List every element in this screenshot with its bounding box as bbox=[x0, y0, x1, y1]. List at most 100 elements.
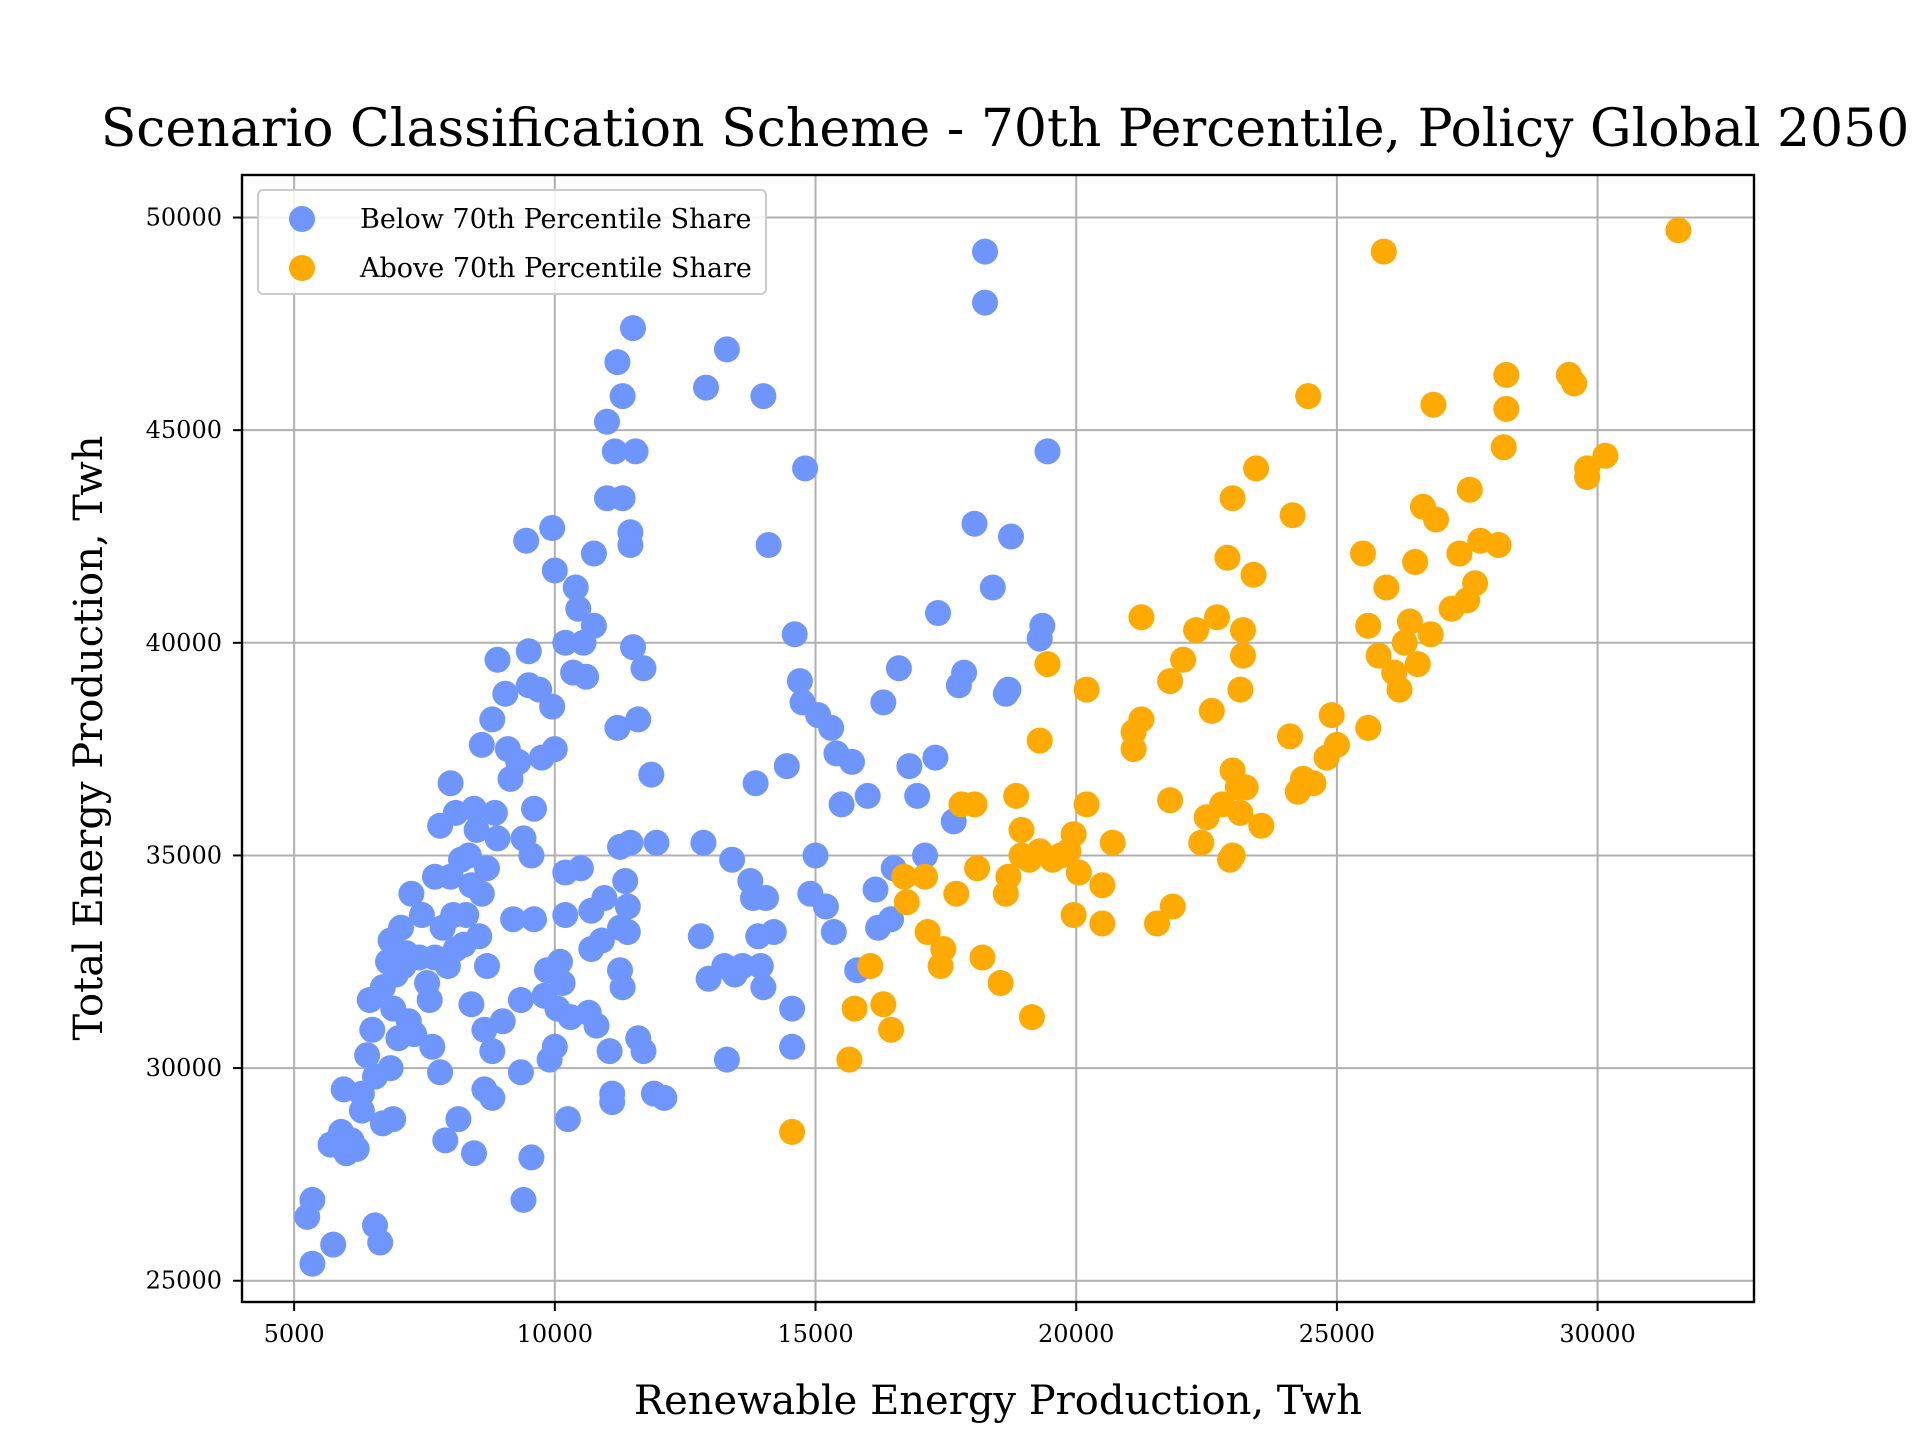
scatter-point bbox=[463, 816, 490, 843]
scatter-point bbox=[719, 846, 746, 873]
scatter-point bbox=[818, 714, 845, 741]
scatter-point bbox=[518, 842, 545, 869]
scatter-point bbox=[554, 1106, 581, 1133]
scatter-point bbox=[539, 693, 566, 720]
scatter-point bbox=[445, 1106, 472, 1133]
scatter-point bbox=[1159, 893, 1186, 920]
scatter-point bbox=[995, 676, 1022, 703]
scatter-point bbox=[1493, 361, 1520, 388]
scatter-point bbox=[630, 1038, 657, 1065]
scatter-point bbox=[812, 893, 839, 920]
scatter-point bbox=[930, 936, 957, 962]
scatter-point bbox=[998, 523, 1024, 550]
x-tick-label: 20000 bbox=[1038, 1320, 1114, 1348]
scatter-point bbox=[729, 953, 756, 979]
scatter-point bbox=[609, 383, 636, 410]
scatter-point bbox=[604, 349, 631, 376]
legend-marker-above bbox=[289, 255, 315, 281]
scatter-point bbox=[1350, 540, 1376, 567]
y-tick-label: 45000 bbox=[146, 416, 222, 444]
scatter-point bbox=[1462, 570, 1489, 597]
scatter-point bbox=[539, 515, 566, 541]
scatter-point bbox=[1060, 902, 1087, 928]
scatter-point bbox=[987, 970, 1014, 996]
scatter-point bbox=[505, 748, 532, 775]
scatter-point bbox=[1402, 549, 1429, 575]
legend-marker-below bbox=[289, 206, 315, 232]
scatter-point bbox=[1300, 770, 1327, 797]
scatter-point bbox=[1485, 532, 1512, 558]
scatter-point bbox=[1373, 574, 1400, 601]
scatter-point bbox=[964, 855, 991, 882]
scatter-point bbox=[354, 1042, 381, 1069]
scatter-point bbox=[437, 770, 464, 797]
scatter-point bbox=[580, 540, 607, 567]
y-tick-label: 40000 bbox=[146, 629, 222, 657]
scatter-point bbox=[1073, 676, 1100, 703]
scatter-point bbox=[547, 948, 573, 975]
scatter-point bbox=[1574, 464, 1601, 490]
scatter-point bbox=[687, 923, 714, 950]
scatter-point bbox=[1170, 646, 1197, 673]
y-tick-label: 30000 bbox=[146, 1054, 222, 1082]
scatter-point bbox=[747, 953, 774, 979]
scatter-point bbox=[455, 842, 482, 869]
scatter-point bbox=[922, 744, 949, 771]
legend: Below 70th Percentile Share Above 70th P… bbox=[257, 189, 767, 295]
scatter-point bbox=[1232, 774, 1259, 801]
y-tick-label: 35000 bbox=[146, 841, 222, 869]
scatter-point bbox=[753, 885, 779, 911]
scatter-point bbox=[995, 863, 1022, 890]
scatter-point bbox=[612, 868, 639, 894]
scatter-point bbox=[343, 1135, 370, 1162]
scatter-point bbox=[742, 770, 769, 797]
scatter-point bbox=[398, 880, 425, 907]
scatter-point bbox=[1198, 697, 1225, 724]
scatter-point bbox=[1365, 642, 1392, 669]
scatter-point bbox=[781, 621, 808, 648]
scatter-point bbox=[1089, 872, 1116, 899]
scatter-point bbox=[458, 991, 485, 1018]
scatter-point bbox=[870, 689, 897, 716]
scatter-point bbox=[969, 944, 996, 971]
scatter-point bbox=[466, 923, 493, 950]
scatter-point bbox=[1073, 791, 1100, 818]
scatter-point bbox=[1318, 702, 1345, 729]
scatter-point bbox=[1355, 612, 1382, 639]
scatter-point bbox=[786, 668, 813, 695]
axis-ticks: 5000 10000 15000 20000 25000 30000 25000 30000 3… bbox=[146, 204, 1636, 1348]
scatter-point bbox=[643, 829, 670, 856]
scatter-point bbox=[461, 795, 487, 822]
scatter-point bbox=[617, 829, 644, 856]
scatter-point bbox=[1355, 714, 1382, 741]
scatter-point bbox=[515, 638, 542, 665]
scatter-point bbox=[841, 995, 868, 1022]
y-tick-label: 25000 bbox=[146, 1267, 222, 1295]
scatter-point bbox=[567, 855, 594, 882]
scatter-point bbox=[1008, 816, 1035, 843]
scatter-point bbox=[1144, 910, 1170, 937]
scatter-point bbox=[614, 919, 641, 945]
scatter-point bbox=[401, 1021, 428, 1048]
scatter-point bbox=[779, 1118, 806, 1145]
scatter-point bbox=[1026, 727, 1053, 754]
series-above bbox=[779, 217, 1692, 1145]
scatter-point bbox=[583, 1012, 610, 1039]
scatter-point bbox=[961, 791, 988, 818]
scatter-point bbox=[489, 1008, 516, 1035]
scatter-point bbox=[1034, 651, 1061, 678]
scatter-point bbox=[1060, 821, 1087, 848]
scatter-point bbox=[359, 1016, 386, 1043]
scatter-point bbox=[427, 1059, 454, 1086]
scatter-point bbox=[541, 557, 568, 584]
scatter-point bbox=[484, 825, 511, 852]
scatter-point bbox=[630, 655, 657, 682]
scatter-point bbox=[622, 438, 649, 465]
scatter-point bbox=[468, 731, 495, 758]
scatter-point bbox=[562, 574, 589, 601]
scatter-point bbox=[878, 1016, 905, 1043]
x-tick-label: 15000 bbox=[777, 1320, 853, 1348]
scatter-point bbox=[839, 748, 865, 775]
scatter-point bbox=[1423, 506, 1449, 533]
y-tick-label: 50000 bbox=[146, 204, 222, 232]
